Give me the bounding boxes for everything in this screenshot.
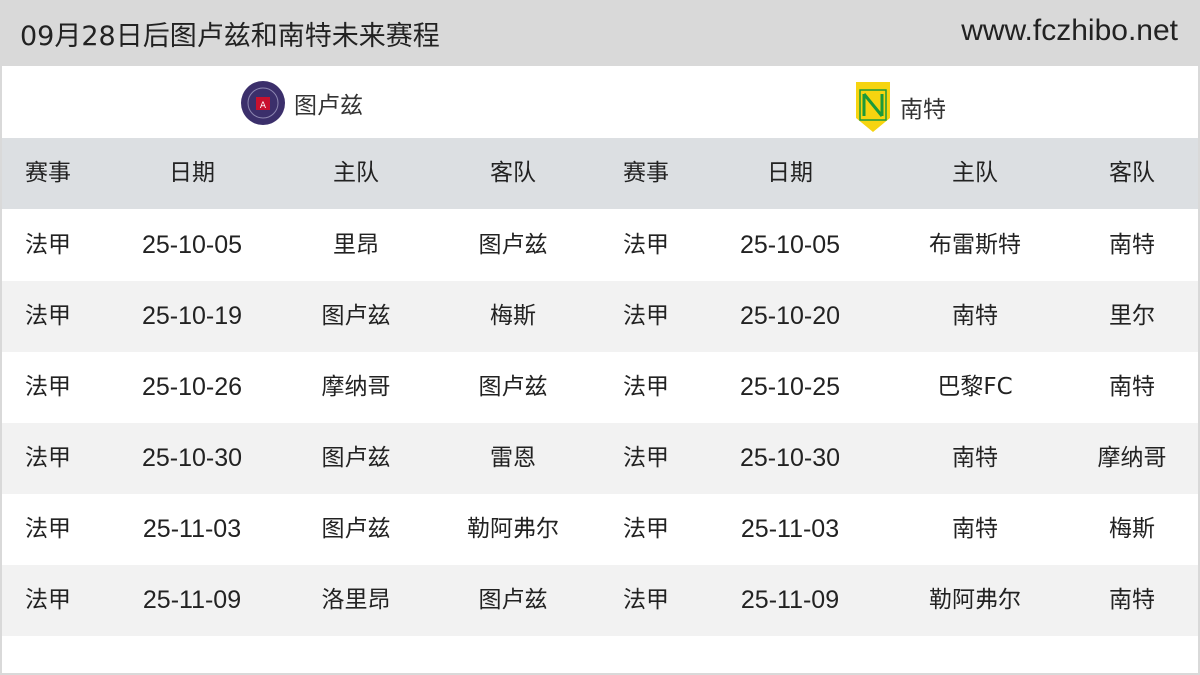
column-header: 日期 [169,160,215,186]
table-cell: 25-10-30 [739,444,841,472]
site-url[interactable]: www.fczhibo.net [961,14,1178,47]
table-row: 法甲 25-10-26 摩纳哥 图卢兹 法甲 25-10-25 巴黎FC 南特 [2,352,1198,423]
table-cell: 南特 [952,303,998,329]
table-cell: 法甲 [623,232,669,258]
table-cell: 25-10-25 [739,373,841,401]
team-name: 南特 [900,97,946,123]
table-cell: 摩纳哥 [1097,445,1167,471]
column-header: 主队 [333,160,379,186]
header-bar: 09月28日后图卢兹和南特未来赛程 www.fczhibo.net [2,0,1198,66]
page-title: 09月28日后图卢兹和南特未来赛程 [20,21,440,52]
table-cell: 法甲 [25,232,71,258]
table-cell: 25-11-03 [740,515,840,543]
column-header: 主队 [952,160,998,186]
table-cell: 图卢兹 [321,445,391,471]
table-cell: 25-11-09 [142,586,242,614]
table-cell: 25-10-05 [141,231,243,259]
table-cell: 25-11-09 [740,586,840,614]
table-cell: 法甲 [623,303,669,329]
table-cell: 梅斯 [1109,516,1155,542]
table-row: 法甲 25-11-09 洛里昂 图卢兹 法甲 25-11-09 勒阿弗尔 南特 [2,565,1198,636]
svg-text:A: A [260,101,267,111]
table-cell: 法甲 [623,374,669,400]
column-header: 赛事 [25,160,71,186]
table-cell: 法甲 [25,516,71,542]
table-cell: 南特 [1109,374,1155,400]
table-cell: 法甲 [25,374,71,400]
table-cell: 图卢兹 [478,232,548,258]
column-header: 赛事 [623,160,669,186]
table-cell: 图卢兹 [478,587,548,613]
table-cell: 巴黎FC [937,374,1013,400]
table-cell: 布雷斯特 [929,232,1021,258]
column-header: 客队 [1109,160,1155,186]
table-cell: 摩纳哥 [321,374,391,400]
table-cell: 图卢兹 [321,516,391,542]
table-cell: 勒阿弗尔 [929,587,1021,613]
column-header: 客队 [490,160,536,186]
table-cell: 南特 [1109,232,1155,258]
table-cell: 法甲 [25,587,71,613]
table-cell: 南特 [952,445,998,471]
team-nantes: 南特 [854,80,946,134]
nantes-crest-icon [856,82,890,132]
table-cell: 25-10-26 [141,373,243,401]
table-cell: 南特 [952,516,998,542]
table-cell: 勒阿弗尔 [467,516,559,542]
table-cell: 25-10-05 [739,231,841,259]
table-cell: 里昂 [333,232,379,258]
table-cell: 洛里昂 [321,587,391,613]
table-cell: 法甲 [623,445,669,471]
table-cell: 法甲 [25,303,71,329]
column-header: 日期 [767,160,813,186]
table-header: 赛事 日期 主队 客队 赛事 日期 主队 客队 [2,138,1198,209]
table-row: 法甲 25-11-03 图卢兹 勒阿弗尔 法甲 25-11-03 南特 梅斯 [2,494,1198,565]
table-cell: 法甲 [623,587,669,613]
table-cell: 雷恩 [490,445,536,471]
team-name: 图卢兹 [294,93,363,119]
table-cell: 法甲 [623,516,669,542]
table-cell: 图卢兹 [321,303,391,329]
table-row: 法甲 25-10-30 图卢兹 雷恩 法甲 25-10-30 南特 摩纳哥 [2,423,1198,494]
table-cell: 里尔 [1109,303,1155,329]
table-cell: 梅斯 [490,303,536,329]
toulouse-crest-icon: A [241,81,285,125]
table-cell: 图卢兹 [478,374,548,400]
table-cell: 南特 [1109,587,1155,613]
table-cell: 25-10-30 [141,444,243,472]
table-row: 法甲 25-10-05 里昂 图卢兹 法甲 25-10-05 布雷斯特 南特 [2,210,1198,281]
table-row: 法甲 25-10-19 图卢兹 梅斯 法甲 25-10-20 南特 里尔 [2,281,1198,352]
table-cell: 法甲 [25,445,71,471]
teams-row: A 图卢兹 南特 [2,67,1198,138]
team-toulouse: A 图卢兹 [240,80,363,126]
table-cell: 25-10-19 [141,302,243,330]
table-cell: 25-11-03 [142,515,242,543]
table-cell: 25-10-20 [739,302,841,330]
